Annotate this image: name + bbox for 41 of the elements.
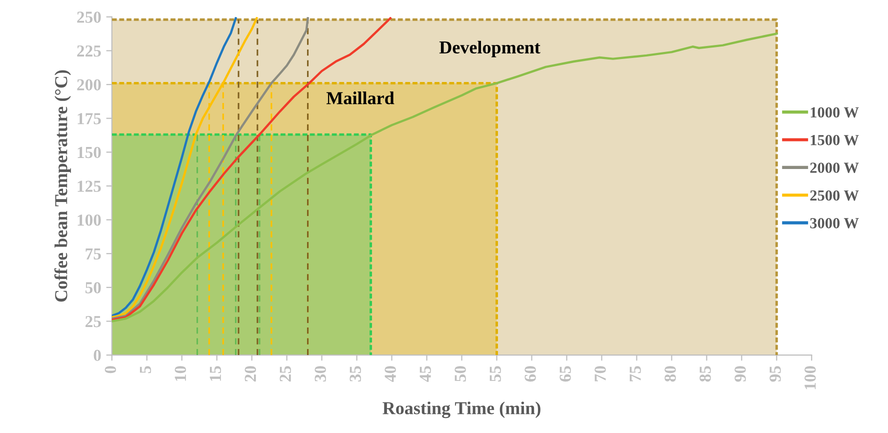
y-tick-label: 125 <box>78 180 101 192</box>
y-tick-label: 25 <box>86 316 101 328</box>
y-tick-label: 175 <box>78 113 101 124</box>
x-tick-label: 5 <box>140 366 152 374</box>
y-tick-label: 100 <box>78 214 101 226</box>
x-tick-label: 80 <box>664 366 676 382</box>
x-tick-label: 40 <box>384 366 396 382</box>
y-tick-label: 75 <box>86 248 101 260</box>
x-tick-label: 55 <box>490 366 501 382</box>
x-tick-label: 90 <box>734 366 746 382</box>
x-tick-label: 45 <box>420 366 431 382</box>
x-tick-label: 25 <box>280 366 291 382</box>
legend-label: 2500 W <box>810 190 859 201</box>
x-tick-label: 85 <box>700 366 711 382</box>
x-tick-label: 50 <box>454 366 466 382</box>
x-tick-label: 95 <box>770 366 781 382</box>
y-tick-label: 50 <box>85 282 101 294</box>
x-tick-label: 30 <box>314 366 326 382</box>
annotation: Development <box>439 40 540 58</box>
x-tick-label: 0 <box>104 366 116 374</box>
y-tick-label: 200 <box>77 79 101 90</box>
y-tick-label: 225 <box>77 45 101 57</box>
legend-label: 3000 W <box>810 218 859 228</box>
x-tick-label: 70 <box>594 366 606 382</box>
x-tick-label: 100 <box>804 366 816 390</box>
x-tick-label: 20 <box>244 366 256 382</box>
y-tick-label: 250 <box>77 12 101 23</box>
y-tick-label: 150 <box>78 146 101 158</box>
x-tick-label: 75 <box>630 366 641 382</box>
legend-label: 1500 W <box>810 134 859 146</box>
legend-label: 1000 W <box>810 107 859 118</box>
x-tick-label: 15 <box>210 366 222 381</box>
y-axis-title: Coffee bean Temperature (°C) <box>54 70 71 302</box>
x-tick-label: 10 <box>174 366 186 381</box>
x-axis-title: Roasting Time (min) <box>382 402 540 418</box>
legend-label: 2000 W <box>810 162 859 174</box>
annotation: Maillard <box>326 92 394 104</box>
y-tick-label: 0 <box>94 350 101 362</box>
x-tick-label: 65 <box>560 366 571 382</box>
x-tick-label: 35 <box>350 366 361 382</box>
x-tick-label: 60 <box>524 366 536 382</box>
